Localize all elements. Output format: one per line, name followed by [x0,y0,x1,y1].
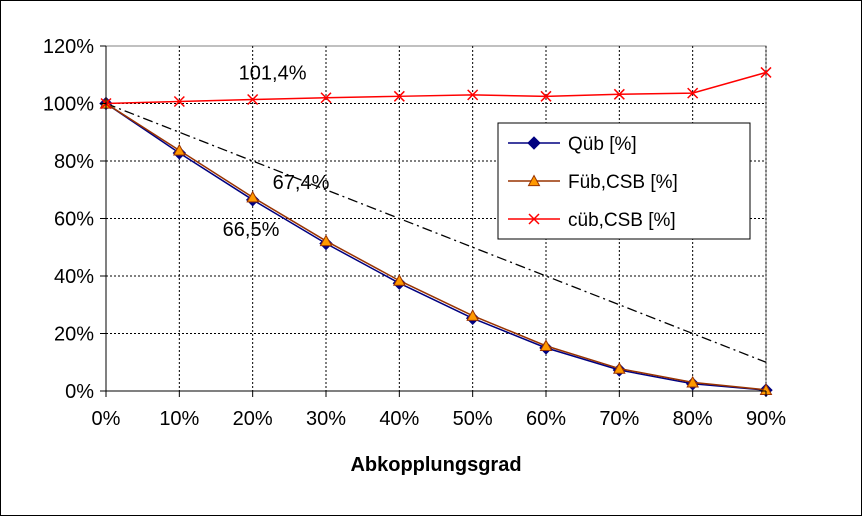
tick-labels: 0% 20% 40% 60% 80% 100% 120% 0% 10% 20% 30% 40% 50% 6… [43,36,786,430]
data-label: 101,4% [239,62,307,84]
y-tick-label: 100% [43,94,94,116]
legend-marker [528,213,540,225]
x-tick-label: 30% [306,408,346,430]
legend-marker [527,174,541,187]
data-point [173,95,185,108]
y-tick-label: 60% [54,209,94,231]
y-tick-label: 120% [43,36,94,58]
y-tick-label: 40% [54,266,94,288]
data-point [612,362,626,374]
series-3 [100,66,772,110]
series-line [105,102,767,391]
legend-label: Qüb [%] [568,134,637,155]
x-marker-stroke [320,92,332,104]
reference-line-path [105,102,767,363]
x-tick-label: 60% [526,408,566,430]
data-point [539,339,553,352]
legend-marker [527,136,541,150]
x-marker-stroke [528,213,540,225]
data-point [686,375,700,388]
x-marker-stroke [393,90,405,102]
legend: Qüb [%] Füb,CSB [%] cüb,CSB [%] [497,122,751,240]
series-line [105,71,767,105]
reference-line [105,102,767,363]
data-point [172,143,186,156]
x-tick-label: 80% [673,408,713,430]
x-tick-label: 70% [599,408,639,430]
series-line [105,102,767,391]
legend-label: cüb,CSB [%] [568,210,676,231]
y-tick-label: 0% [65,381,94,403]
y-tick-label: 20% [54,324,94,346]
data-point [540,90,552,102]
data-point [687,87,699,99]
x-marker-stroke [613,88,625,100]
legend-item: Füb,CSB [%] [508,172,678,193]
data-label: 67,4% [273,172,330,194]
series-layer [99,66,773,397]
x-tick-label: 40% [379,408,419,430]
x-marker-stroke [760,66,772,78]
x-marker-stroke [173,95,185,108]
data-point [319,234,333,247]
x-tick-label: 20% [233,408,273,430]
data-point [246,190,260,203]
data-point [760,66,772,78]
data-point [466,309,480,321]
data-point [320,92,332,104]
x-marker-stroke [467,89,479,101]
x-marker-stroke [687,87,699,99]
x-tick-label: 0% [92,408,121,430]
y-tick-label: 80% [54,151,94,173]
x-axis-title: Abkopplungsgrad [350,454,521,476]
legend-item: Qüb [%] [508,134,637,155]
x-tick-label: 10% [159,408,199,430]
data-point [393,90,405,102]
legend-item: cüb,CSB [%] [508,210,676,231]
axes [100,45,767,397]
data-point [247,93,259,106]
data-label: 66,5% [223,219,280,241]
x-marker-stroke [540,90,552,102]
data-point [467,89,479,101]
data-point [392,274,406,286]
x-marker-stroke [247,93,259,106]
x-tick-label: 90% [746,408,786,430]
x-tick-label: 50% [453,408,493,430]
data-point [613,88,625,100]
annotations: 101,4% 67,4% 66,5% [223,62,330,240]
legend-label: Füb,CSB [%] [568,172,678,193]
